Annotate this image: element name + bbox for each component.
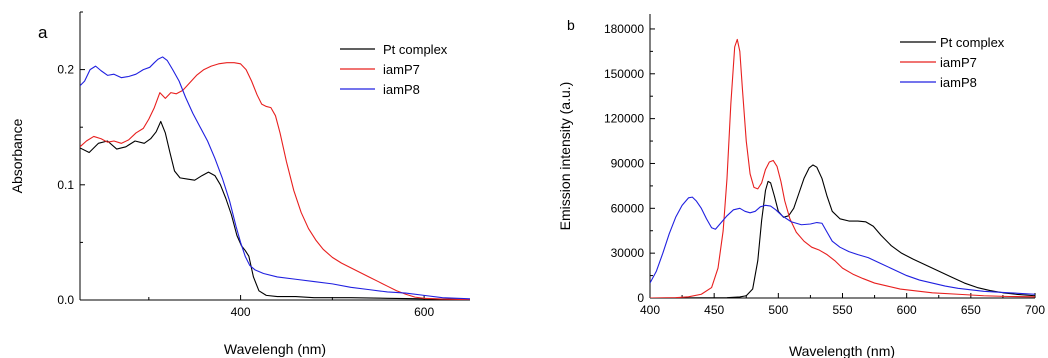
series-line-iamp7 [80, 62, 470, 300]
y-tick-label: 150000 [604, 67, 644, 81]
x-tick-label: 400 [231, 305, 251, 319]
panel-letter-b: b [567, 17, 575, 33]
y-tick-label: 90000 [611, 156, 645, 170]
legend: Pt complex iamP7 iamP8 [340, 42, 448, 97]
series-line-pt-complex [650, 164, 1035, 298]
x-tick-label: 600 [897, 303, 917, 317]
chart-panel-b: b 400 450 500 550 600 650 700 0 30000 60000 90000 12… [557, 14, 1045, 358]
legend-label: iamP7 [940, 55, 977, 70]
x-tick-label: 550 [832, 303, 852, 317]
y-tick-label: 0.1 [57, 178, 74, 192]
series-line-iamp7 [650, 38, 1035, 298]
series-line-iamp8 [80, 56, 470, 300]
y-axis-label: Emission intensity (a.u.) [557, 82, 573, 231]
x-tick-label: 650 [961, 303, 981, 317]
y-axis-label: Absorbance [9, 118, 25, 193]
x-tick-label: 700 [1025, 303, 1045, 317]
y-tick-label: 0.0 [57, 293, 74, 307]
series-line-iamp8 [650, 196, 1035, 295]
y-tick-label: 0 [637, 291, 644, 305]
x-tick-label: 600 [414, 305, 434, 319]
panel-letter-a: a [38, 23, 48, 42]
y-tick-label: 180000 [604, 22, 644, 36]
chart-panel-a: a 400 600 0.0 0.1 0.2 Wavelengh (nm) Absorbance… [9, 11, 470, 357]
legend-label: iamP7 [383, 62, 420, 77]
y-tick-label: 0.2 [57, 63, 74, 77]
y-tick-label: 30000 [611, 246, 645, 260]
y-tick-label: 60000 [611, 201, 645, 215]
x-axis-label: Wavelength (nm) [789, 343, 895, 358]
x-tick-label: 400 [640, 303, 660, 317]
legend-label: iamP8 [940, 75, 977, 90]
series-line-pt-complex [80, 120, 470, 300]
y-tick-label: 120000 [604, 112, 644, 126]
legend: Pt complex iamP7 iamP8 [900, 35, 1005, 90]
x-tick-label: 500 [768, 303, 788, 317]
x-tick-label: 450 [704, 303, 724, 317]
legend-label: Pt complex [940, 35, 1005, 50]
legend-label: iamP8 [383, 82, 420, 97]
legend-label: Pt complex [383, 42, 448, 57]
x-axis-label: Wavelengh (nm) [224, 341, 326, 357]
